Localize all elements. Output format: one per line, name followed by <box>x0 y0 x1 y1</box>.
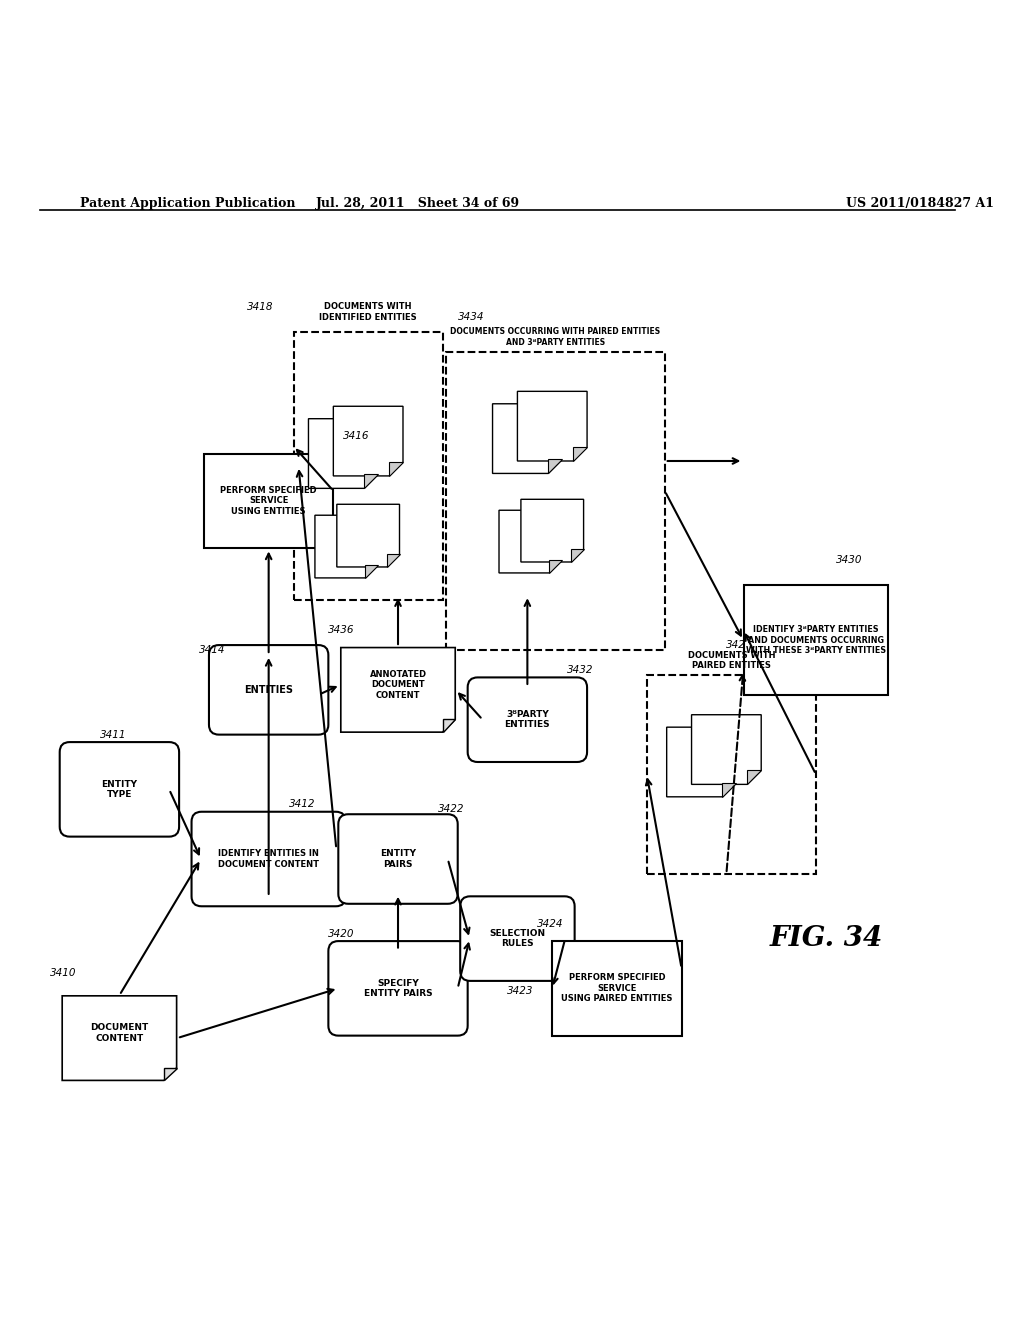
Text: 3412: 3412 <box>289 800 315 809</box>
Text: IDENTIFY ENTITIES IN
DOCUMENT CONTENT: IDENTIFY ENTITIES IN DOCUMENT CONTENT <box>218 849 319 869</box>
Polygon shape <box>548 459 562 474</box>
FancyBboxPatch shape <box>460 896 574 981</box>
Text: 3411: 3411 <box>99 730 126 739</box>
Text: FIG. 34: FIG. 34 <box>769 925 883 952</box>
Text: 3432: 3432 <box>567 665 594 675</box>
Text: DOCUMENTS OCCURRING WITH PAIRED ENTITIES
AND 3ᴽPARTY ENTITIES: DOCUMENTS OCCURRING WITH PAIRED ENTITIES… <box>451 327 660 347</box>
Polygon shape <box>442 719 456 733</box>
Text: DOCUMENTS WITH
IDENTIFIED ENTITIES: DOCUMENTS WITH IDENTIFIED ENTITIES <box>319 302 417 322</box>
FancyBboxPatch shape <box>59 742 179 837</box>
Polygon shape <box>308 418 378 488</box>
FancyBboxPatch shape <box>329 941 468 1036</box>
Polygon shape <box>387 554 399 568</box>
Text: ENTITIES: ENTITIES <box>244 685 293 694</box>
Text: 3418: 3418 <box>247 302 273 312</box>
FancyBboxPatch shape <box>743 585 888 694</box>
Text: 3420: 3420 <box>329 929 355 939</box>
Text: 3424: 3424 <box>538 919 564 929</box>
Text: Jul. 28, 2011   Sheet 34 of 69: Jul. 28, 2011 Sheet 34 of 69 <box>315 197 520 210</box>
Text: ENTITY
PAIRS: ENTITY PAIRS <box>380 849 416 869</box>
Polygon shape <box>341 648 456 733</box>
Text: 3416: 3416 <box>343 432 370 441</box>
FancyBboxPatch shape <box>552 941 682 1036</box>
Text: 3436: 3436 <box>329 626 355 635</box>
Polygon shape <box>691 714 761 784</box>
Text: 3414: 3414 <box>199 645 225 655</box>
Polygon shape <box>337 504 399 568</box>
FancyBboxPatch shape <box>204 454 334 548</box>
Text: 3428: 3428 <box>726 640 753 649</box>
Polygon shape <box>667 727 736 797</box>
Polygon shape <box>521 499 584 562</box>
Text: PERFORM SPECIFIED
SERVICE
USING ENTITIES: PERFORM SPECIFIED SERVICE USING ENTITIES <box>220 486 317 516</box>
FancyBboxPatch shape <box>209 645 329 735</box>
Polygon shape <box>748 771 761 784</box>
Polygon shape <box>571 549 584 562</box>
Text: SPECIFY
ENTITY PAIRS: SPECIFY ENTITY PAIRS <box>364 978 432 998</box>
Polygon shape <box>62 995 176 1080</box>
Text: 3423: 3423 <box>508 986 534 997</box>
Polygon shape <box>493 404 562 474</box>
FancyBboxPatch shape <box>191 812 346 907</box>
Text: ANNOTATED
DOCUMENT
CONTENT: ANNOTATED DOCUMENT CONTENT <box>370 671 427 700</box>
Polygon shape <box>334 407 403 477</box>
Polygon shape <box>722 783 736 797</box>
FancyBboxPatch shape <box>338 814 458 904</box>
Polygon shape <box>389 462 403 477</box>
Text: Patent Application Publication: Patent Application Publication <box>80 197 295 210</box>
Polygon shape <box>517 391 587 461</box>
Text: DOCUMENT
CONTENT: DOCUMENT CONTENT <box>90 1023 148 1043</box>
Polygon shape <box>499 511 562 573</box>
Text: 3422: 3422 <box>438 804 464 814</box>
Text: SELECTION
RULES: SELECTION RULES <box>489 929 546 948</box>
Text: 3434: 3434 <box>458 312 484 322</box>
Text: ENTITY
TYPE: ENTITY TYPE <box>101 780 137 799</box>
Polygon shape <box>549 561 562 573</box>
Text: 3410: 3410 <box>50 969 76 978</box>
Polygon shape <box>573 447 587 461</box>
Text: US 2011/0184827 A1: US 2011/0184827 A1 <box>846 197 993 210</box>
Polygon shape <box>366 565 378 578</box>
Polygon shape <box>164 1068 176 1080</box>
Text: PERFORM SPECIFIED
SERVICE
USING PAIRED ENTITIES: PERFORM SPECIFIED SERVICE USING PAIRED E… <box>561 973 673 1003</box>
Polygon shape <box>315 515 378 578</box>
FancyBboxPatch shape <box>468 677 587 762</box>
Text: 3430: 3430 <box>836 556 862 565</box>
Polygon shape <box>365 474 378 488</box>
Text: DOCUMENTS WITH
PAIRED ENTITIES: DOCUMENTS WITH PAIRED ENTITIES <box>687 651 775 671</box>
Text: IDENTIFY 3ᴽPARTY ENTITIES
AND DOCUMENTS OCCURRING
WITH THESE 3ᴽPARTY ENTITIES: IDENTIFY 3ᴽPARTY ENTITIES AND DOCUMENTS … <box>745 626 886 655</box>
Text: 3ᴽPARTY
ENTITIES: 3ᴽPARTY ENTITIES <box>505 710 550 730</box>
